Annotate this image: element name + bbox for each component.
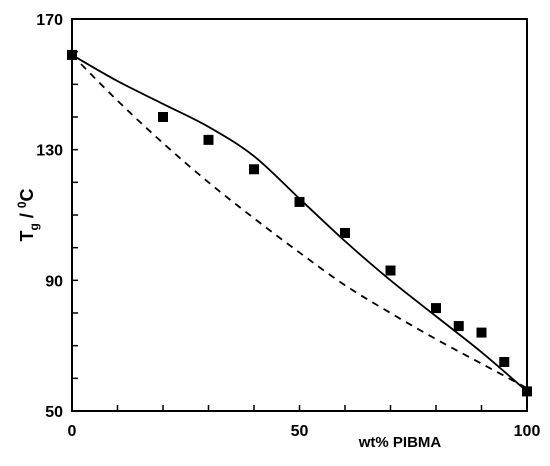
data-point [522, 386, 532, 397]
solid-curve [71, 54, 528, 393]
data-point [67, 49, 77, 60]
x-minor-ticks [116, 405, 483, 411]
data-point [294, 196, 305, 207]
y-tick-label: 90 [45, 273, 63, 290]
data-point [340, 227, 350, 238]
data-point [249, 164, 259, 175]
x-tick-label: 0 [68, 423, 77, 440]
data-point [499, 357, 510, 367]
series-layer [67, 49, 532, 397]
data-point [158, 112, 168, 122]
plot-frame [71, 18, 528, 412]
x-tick-labels: 0 50 100 [68, 423, 541, 440]
x-axis-title: wt% PIBMA [358, 434, 442, 451]
data-point [385, 265, 396, 276]
data-point [431, 303, 441, 314]
data-point [453, 321, 464, 332]
y-tick-labels: 50 90 130 170 [36, 12, 63, 421]
dashed-curve [71, 54, 528, 389]
y-tick-label: 170 [36, 12, 63, 29]
data-point [203, 134, 214, 145]
x-tick-label: 100 [514, 423, 541, 440]
y-tick-label: 50 [45, 404, 63, 421]
y-tick-label: 130 [36, 143, 63, 160]
y-axis-title: Tg / 0C [15, 188, 41, 241]
data-point [476, 327, 487, 338]
y-minor-ticks [72, 50, 78, 380]
x-tick-label: 50 [291, 423, 309, 440]
